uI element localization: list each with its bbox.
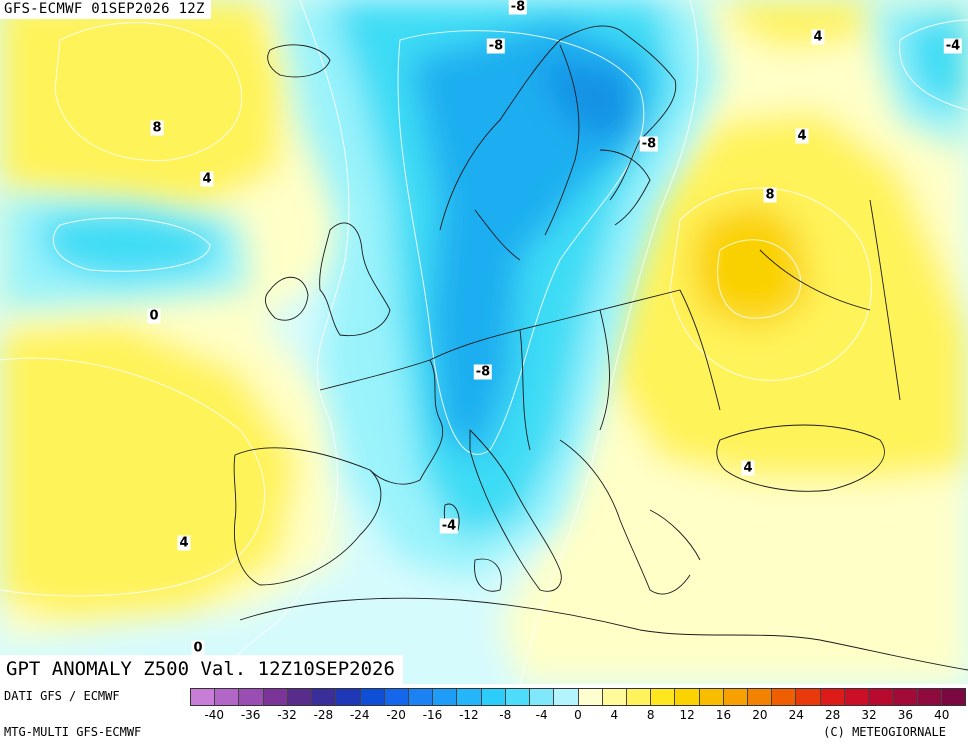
- color-swatch: [651, 689, 676, 705]
- scale-tick-label: 32: [861, 708, 877, 722]
- color-swatch: [699, 689, 724, 705]
- contour-label: 4: [811, 29, 825, 45]
- contour-label: 0: [147, 308, 161, 324]
- scale-tick-label: -24: [349, 708, 370, 722]
- color-swatch: [263, 689, 288, 705]
- contour-label: -4: [439, 518, 459, 534]
- map-title: GPT ANOMALY Z500 Val. 12Z10SEP2026: [0, 655, 403, 684]
- contour-label: -8: [508, 0, 528, 15]
- color-swatch: [554, 689, 579, 705]
- color-swatch: [917, 689, 942, 705]
- color-swatch: [893, 689, 918, 705]
- scale-tick-label: 36: [897, 708, 914, 722]
- contour-label: 0: [191, 640, 205, 656]
- color-swatch: [505, 689, 531, 705]
- color-swatch: [723, 689, 749, 705]
- color-swatch: [820, 689, 845, 705]
- color-swatch: [408, 689, 434, 705]
- scale-tick-label: 0: [574, 708, 582, 722]
- color-swatch: [384, 689, 409, 705]
- contour-label: -8: [486, 38, 506, 54]
- color-swatch: [481, 689, 506, 705]
- color-swatch: [748, 689, 773, 705]
- color-swatch: [796, 689, 821, 705]
- scale-tick-label: 8: [646, 708, 655, 722]
- model-name-label: MTG-MULTI GFS-ECMWF: [4, 725, 142, 739]
- color-scale-bar: [190, 688, 966, 706]
- scale-tick-label: -12: [459, 708, 479, 722]
- color-swatch: [675, 689, 700, 705]
- color-swatch: [578, 689, 603, 705]
- color-swatch: [602, 689, 627, 705]
- scale-tick-label: -36: [240, 708, 261, 722]
- contour-label: -4: [943, 38, 963, 54]
- contour-label: 4: [177, 535, 191, 551]
- scale-tick-label: -20: [386, 708, 406, 722]
- contour-label: 8: [150, 120, 164, 136]
- contour-label: 4: [200, 171, 214, 187]
- color-swatch: [457, 689, 482, 705]
- scale-tick-label: -8: [499, 708, 512, 722]
- legend-area: DATI GFS / ECMWF -40 -36 -32 -28 -24 -20 -16 -1…: [0, 684, 968, 745]
- color-swatch: [869, 689, 894, 705]
- color-swatch: [336, 689, 361, 705]
- scale-tick-label: 40: [934, 708, 950, 722]
- color-swatch: [844, 689, 870, 705]
- color-swatch: [239, 689, 264, 705]
- scale-tick-label: 4: [610, 708, 619, 722]
- scale-tick-label: 20: [752, 708, 768, 722]
- color-swatch: [772, 689, 797, 705]
- contour-label: 4: [741, 460, 755, 476]
- scale-tick-label: 24: [788, 708, 804, 722]
- color-scale-ticks: -40 -36 -32 -28 -24 -20 -16 -12 -8 -4 0 4 8 12 16 20 24 2…: [190, 708, 966, 724]
- scale-tick-label: 16: [715, 708, 732, 722]
- color-swatch: [360, 689, 385, 705]
- data-source-label: DATI GFS / ECMWF: [4, 689, 120, 703]
- scale-tick-label: -40: [204, 708, 225, 722]
- scale-tick-label: 12: [679, 708, 695, 722]
- negative-anomaly-fill: [0, 0, 968, 580]
- scale-tick-label: -4: [535, 708, 548, 722]
- contour-label: -8: [473, 364, 493, 380]
- scale-tick-label: -32: [277, 708, 297, 722]
- scale-tick-label: 28: [824, 708, 841, 722]
- color-swatch: [215, 689, 240, 705]
- anomaly-map: [0, 0, 968, 684]
- copyright-label: (C) METEOGIORNALE: [823, 725, 946, 739]
- color-swatch: [941, 689, 965, 705]
- color-swatch: [626, 689, 652, 705]
- scale-tick-label: -28: [313, 708, 334, 722]
- color-swatch: [312, 689, 337, 705]
- positive-anomaly-fill: [0, 0, 968, 684]
- contour-label: 4: [795, 128, 809, 144]
- model-run-label: GFS-ECMWF 01SEP2026 12Z: [0, 0, 211, 19]
- color-swatch: [191, 689, 216, 705]
- color-swatch: [287, 689, 313, 705]
- color-swatch: [530, 689, 555, 705]
- color-swatch: [433, 689, 458, 705]
- scale-tick-label: -16: [422, 708, 443, 722]
- contour-label: -8: [639, 136, 659, 152]
- contour-label: 8: [763, 187, 777, 203]
